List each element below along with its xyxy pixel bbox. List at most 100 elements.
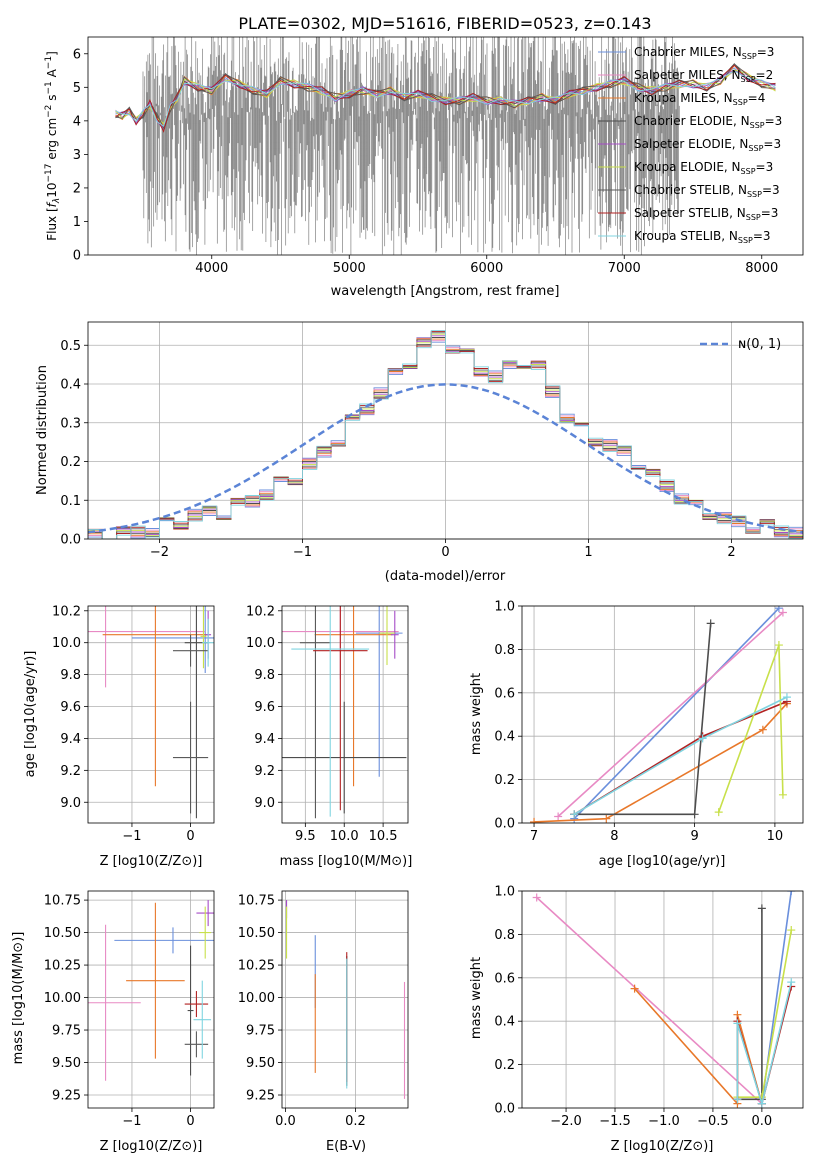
y-axis-label: mass weight bbox=[469, 957, 484, 1039]
legend-count: =3 bbox=[765, 114, 783, 128]
legend-sub: SSP bbox=[741, 167, 756, 176]
y-tick-label: 10.00 bbox=[238, 991, 275, 1006]
y-tick-label: 10.25 bbox=[238, 959, 275, 974]
weight-line bbox=[717, 644, 784, 813]
legend-label: Chabrier MILES, NSSP=3 bbox=[634, 45, 774, 61]
axes-frame bbox=[87, 605, 215, 824]
x-tick-label: 10.5 bbox=[369, 829, 398, 844]
model-line-chabrier-stelib bbox=[115, 63, 776, 130]
weight-line bbox=[533, 703, 788, 823]
axes: −2 −1 0 1 2 0.0 0.1 0.2 0.3 0.4 0.5 ɴ(0, 1) bbox=[60, 321, 804, 560]
x-tick-label: −1 bbox=[293, 545, 312, 560]
spectrum-legend: Chabrier MILES, NSSP=3 Salpeter MILES, NS… bbox=[598, 45, 782, 245]
model-line-salpeter-stelib bbox=[115, 64, 776, 133]
plot-area bbox=[88, 900, 214, 1081]
y-tick-label: 0.2 bbox=[494, 1058, 515, 1073]
weight-marker bbox=[714, 808, 723, 817]
y-tick-label: 10.2 bbox=[246, 604, 275, 619]
y-tick-label: 0.0 bbox=[494, 1102, 515, 1117]
legend-sub: SSP bbox=[742, 52, 757, 61]
axes-frame bbox=[87, 36, 804, 256]
weight-marker bbox=[602, 814, 611, 823]
weight-marker bbox=[733, 1095, 742, 1104]
x-tick-label: −1.0 bbox=[648, 1114, 680, 1129]
exp17: −17 bbox=[44, 163, 54, 182]
model-line-kroupa-stelib bbox=[115, 70, 776, 127]
exp2: −2 bbox=[44, 105, 54, 118]
y-tick-label: 9.2 bbox=[60, 764, 81, 779]
legend-sub: SSP bbox=[741, 75, 756, 84]
y-tick-label: 10.75 bbox=[238, 894, 275, 909]
y-tick-label: 1.0 bbox=[494, 600, 515, 615]
weight-marker bbox=[532, 893, 541, 902]
y-tick-label: 0.0 bbox=[494, 817, 515, 832]
x-tick-label: 0.2 bbox=[345, 1114, 366, 1129]
weight-marker bbox=[774, 641, 783, 650]
axes-frame bbox=[521, 890, 804, 1109]
close: ] bbox=[45, 51, 59, 56]
x-axis-label: (data-model)/error bbox=[385, 569, 506, 584]
plot-area bbox=[532, 891, 796, 1108]
y-tick-label: 0.1 bbox=[60, 494, 81, 509]
y-tick-label: 9.6 bbox=[60, 700, 81, 715]
axes: −1 0 9.25 9.50 9.75 10.00 10.25 10.50 10.75 bbox=[44, 890, 215, 1129]
y-tick-label: 4 bbox=[73, 114, 81, 129]
y-tick-label: 9.4 bbox=[254, 732, 275, 747]
y-tick-label: 6 bbox=[73, 47, 81, 62]
y-tick-label: 0.6 bbox=[494, 971, 515, 986]
age-vs-mass-panel: 9.5 10.0 10.5 9.0 9.2 9.4 9.6 9.8 10.0 10.2 mass [… bbox=[246, 604, 412, 869]
x-tick-label: 0.0 bbox=[752, 1114, 773, 1129]
f-lambda: f bbox=[45, 201, 59, 207]
axes: 4000 5000 6000 7000 8000 0 1 2 3 4 5 6 Chabrier MILE… bbox=[73, 36, 804, 276]
plot-area bbox=[88, 330, 803, 539]
legend-label: Salpeter STELIB, NSSP=3 bbox=[634, 206, 778, 222]
weight-line bbox=[737, 908, 763, 1101]
x-tick-label: 10 bbox=[767, 829, 784, 844]
residuals-panel: −2 −1 0 1 2 0.0 0.1 0.2 0.3 0.4 0.5 ɴ(0, 1) (data-mo… bbox=[35, 321, 804, 584]
y-tick-label: 0.4 bbox=[60, 378, 81, 393]
x-axis-label: E(B-V) bbox=[326, 1139, 366, 1154]
x-tick-label: −1.5 bbox=[599, 1114, 631, 1129]
x-tick-label: 0.0 bbox=[275, 1114, 296, 1129]
exp1b: −1 bbox=[44, 56, 54, 69]
axes-frame bbox=[87, 890, 215, 1109]
y-tick-label: 10.50 bbox=[44, 926, 81, 941]
x-axis-label: wavelength [Angstrom, rest frame] bbox=[331, 284, 560, 299]
weight-marker bbox=[758, 725, 767, 734]
axes: 9.5 10.0 10.5 9.0 9.2 9.4 9.6 9.8 10.0 10.2 bbox=[246, 604, 409, 844]
legend-label: Salpeter MILES, NSSP=2 bbox=[634, 68, 773, 84]
massweight-vs-z-panel: −2.0 −1.5 −1.0 −0.5 0.0 0.0 0.2 0.4 0.6 0.8 1.0 Z [… bbox=[469, 885, 804, 1154]
y-tick-label: 5 bbox=[73, 81, 81, 96]
x-tick-label: 8000 bbox=[745, 261, 778, 276]
legend-sub: SSP bbox=[750, 121, 765, 130]
legend-label: Kroupa MILES, NSSP=4 bbox=[634, 91, 765, 107]
x-tick-label: 6000 bbox=[470, 261, 503, 276]
x-tick-label: 2 bbox=[727, 545, 735, 560]
plot-area bbox=[285, 900, 406, 1099]
weight-marker bbox=[787, 926, 796, 935]
x-tick-label: 0 bbox=[186, 829, 194, 844]
model-line-kroupa-elodie bbox=[115, 69, 776, 125]
y-tick-label: 9.25 bbox=[52, 1089, 81, 1104]
y-tick-label: 9.4 bbox=[60, 732, 81, 747]
weight-line bbox=[557, 611, 784, 818]
x-axis-label: Z [log10(Z/Z⊙)] bbox=[100, 854, 203, 869]
axes-frame bbox=[521, 605, 804, 824]
x-tick-label: 0 bbox=[441, 545, 449, 560]
axes: −2.0 −1.5 −1.0 −0.5 0.0 0.0 0.2 0.4 0.6 0.8 1.0 bbox=[494, 885, 804, 1129]
legend-count: =3 bbox=[756, 160, 774, 174]
y-tick-label: 10.0 bbox=[246, 636, 275, 651]
legend-sub: SSP bbox=[747, 190, 762, 199]
x-axis-label: Z [log10(Z/Z⊙)] bbox=[100, 1139, 203, 1154]
y-tick-label: 10.00 bbox=[44, 991, 81, 1006]
plot-area bbox=[115, 37, 776, 255]
figure-title: PLATE=0302, MJD=51616, FIBERID=0523, z=0… bbox=[238, 14, 651, 33]
plot-area bbox=[88, 606, 214, 819]
y-tick-label: 0.5 bbox=[60, 339, 81, 354]
weight-line bbox=[574, 623, 712, 816]
legend-label: Kroupa ELODIE, NSSP=3 bbox=[634, 160, 773, 176]
units2: s bbox=[45, 94, 59, 104]
y-tick-label: 9.50 bbox=[52, 1056, 81, 1071]
weight-marker bbox=[774, 606, 783, 613]
